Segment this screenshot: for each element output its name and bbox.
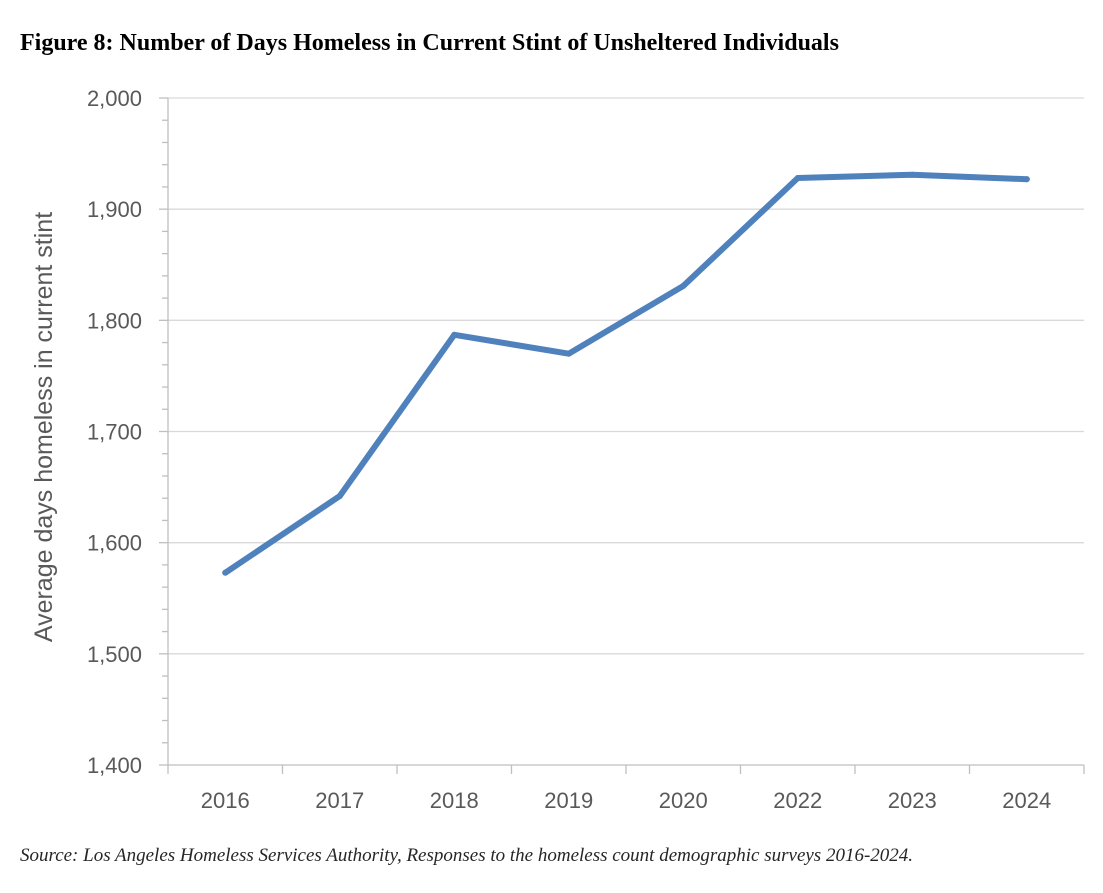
chart-title: Figure 8: Number of Days Homeless in Cur…: [20, 30, 839, 56]
data-point: [909, 171, 916, 178]
x-tick-label: 2020: [659, 788, 708, 813]
data-point: [565, 350, 572, 357]
gridlines: [168, 97, 1084, 655]
data-point: [1023, 176, 1030, 183]
x-tick-label: 2018: [430, 788, 479, 813]
y-axis-label: Average days homeless in current stint: [30, 212, 58, 642]
y-tick-label: 1,900: [87, 197, 142, 222]
y-tick-label: 1,700: [87, 420, 142, 445]
x-tick-label: 2016: [201, 788, 250, 813]
x-axis-ticks: 2016 2017 2018 2019 2020 2022 2023 2024: [167, 765, 1085, 813]
x-tick-label: 2017: [315, 788, 364, 813]
y-tick-label: 1,500: [87, 642, 142, 667]
y-tick-label: 1,600: [87, 531, 142, 556]
data-point: [336, 492, 343, 499]
data-point: [222, 569, 229, 576]
x-tick-label: 2022: [773, 788, 822, 813]
series-line: [222, 171, 1030, 576]
x-tick-label: 2019: [544, 788, 593, 813]
series-group: [222, 171, 1030, 576]
data-point: [451, 331, 458, 338]
y-tick-label: 1,400: [87, 753, 142, 778]
y-tick-label: 1,800: [87, 308, 142, 333]
source-note: Source: Los Angeles Homeless Services Au…: [20, 845, 914, 866]
data-point: [794, 175, 801, 182]
data-point: [680, 282, 687, 289]
x-tick-label: 2024: [1002, 788, 1051, 813]
y-tick-label: 2,000: [87, 86, 142, 111]
x-tick-label: 2023: [888, 788, 937, 813]
y-axis-ticks: 1,400 1,500 1,600 1,700 1,800 1,900 2,000: [87, 86, 168, 778]
